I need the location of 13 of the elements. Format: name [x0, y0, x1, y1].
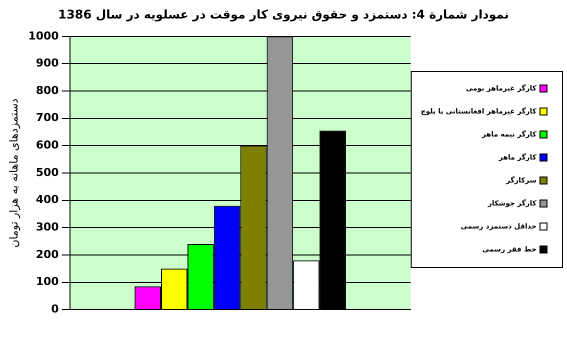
y-axis-title: دستمزدهای ماهانه به هزار تومان — [7, 98, 20, 248]
y-tick-label: 400 — [36, 193, 60, 206]
y-tick-label: 1000 — [28, 29, 60, 42]
y-tick-label: 500 — [36, 166, 60, 179]
y-tick-label: 700 — [36, 111, 60, 124]
y-tick-label: 0 — [51, 302, 60, 316]
y-tick-label: 900 — [36, 56, 60, 70]
y-tick-label: 100 — [36, 275, 60, 288]
y-tick-label: 300 — [36, 220, 60, 234]
y-tick-label: 200 — [36, 248, 60, 261]
y-tick-label: 800 — [36, 84, 60, 97]
chart-title: نمودار شمارة 4: دستمزد و حقوق نیروی کار موقت در عسلویه در سال 1386 — [58, 7, 509, 22]
y-tick-label: 600 — [36, 138, 60, 152]
